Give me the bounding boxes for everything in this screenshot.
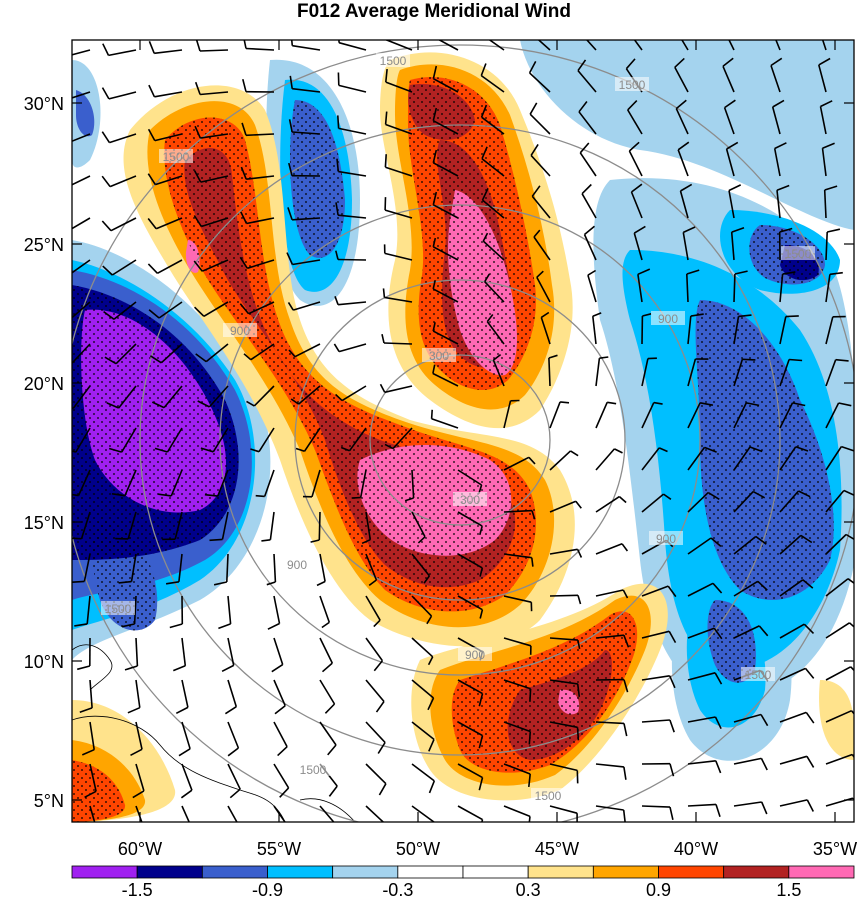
colorbar-swatch xyxy=(71,865,138,879)
contour-label: 1500 xyxy=(300,763,327,777)
colorbar-swatch xyxy=(592,865,659,879)
colorbar-label: 0.9 xyxy=(646,880,671,900)
lat-label: 20°N xyxy=(24,374,64,394)
contour-label: 1500 xyxy=(380,54,407,68)
colorbar-swatch xyxy=(397,865,464,879)
contour-label: 1500 xyxy=(619,78,646,92)
lon-label: 40°W xyxy=(674,839,718,859)
lon-label: 45°W xyxy=(535,839,579,859)
colorbar xyxy=(71,865,855,879)
contour-label: 1500 xyxy=(163,150,190,164)
wind-barbs xyxy=(72,40,854,822)
contour-labels: 1500 1500 1500 1500 1500 1500 1500 1500 900 900 90… xyxy=(101,53,815,803)
colorbar-swatch xyxy=(267,865,334,879)
colorbar-label: -0.9 xyxy=(252,880,283,900)
axis-ticks xyxy=(72,40,854,822)
lon-label: 60°W xyxy=(118,839,162,859)
plot-frame xyxy=(71,39,855,823)
contour-label: 900 xyxy=(465,648,485,662)
coastline xyxy=(72,644,356,822)
contour-label: 900 xyxy=(656,532,676,546)
colorbar-swatch xyxy=(332,865,399,879)
colorbar-label: 0.3 xyxy=(516,880,541,900)
contour-label: 1500 xyxy=(785,247,812,261)
colorbar-swatch xyxy=(201,865,268,879)
contour-label: 900 xyxy=(658,312,678,326)
colorbar-swatch xyxy=(788,865,855,879)
lat-label: 5°N xyxy=(34,791,64,811)
lat-label: 25°N xyxy=(24,235,64,255)
lon-label: 55°W xyxy=(257,839,301,859)
contour-label: 900 xyxy=(230,324,250,338)
lat-label: 10°N xyxy=(24,652,64,672)
contour-label: 300 xyxy=(460,493,480,507)
colorbar-swatch xyxy=(136,865,203,879)
contour-label: 900 xyxy=(287,558,307,572)
longitude-labels: 60°W 55°W 50°W 45°W 40°W 35°W xyxy=(118,839,857,859)
contour-label: 1500 xyxy=(745,668,772,682)
colorbar-swatch xyxy=(527,865,594,879)
contour-label: 300 xyxy=(429,349,449,363)
colorbar-label: -0.3 xyxy=(382,880,413,900)
colorbar-labels: -1.5 -0.9 -0.3 0.3 0.9 1.5 xyxy=(122,880,802,900)
map-title: F012 Average Meridional Wind xyxy=(297,1,571,22)
latitude-labels: 30°N 25°N 20°N 15°N 10°N 5°N xyxy=(24,94,64,811)
colorbar-swatch xyxy=(658,865,725,879)
colorbar-label: -1.5 xyxy=(122,880,153,900)
lon-label: 50°W xyxy=(396,839,440,859)
lat-label: 15°N xyxy=(24,513,64,533)
colorbar-swatch xyxy=(723,865,790,879)
colorbar-swatch xyxy=(462,865,529,879)
lon-label: 35°W xyxy=(813,839,857,859)
plot-area: 1500 1500 1500 1500 1500 1500 1500 1500 900 900 90… xyxy=(72,40,854,822)
contour-label: 1500 xyxy=(535,789,562,803)
colorbar-label: 1.5 xyxy=(776,880,801,900)
neg-region-ne xyxy=(520,40,854,230)
lat-label: 30°N xyxy=(24,94,64,114)
contour-label: 1500 xyxy=(105,602,132,616)
